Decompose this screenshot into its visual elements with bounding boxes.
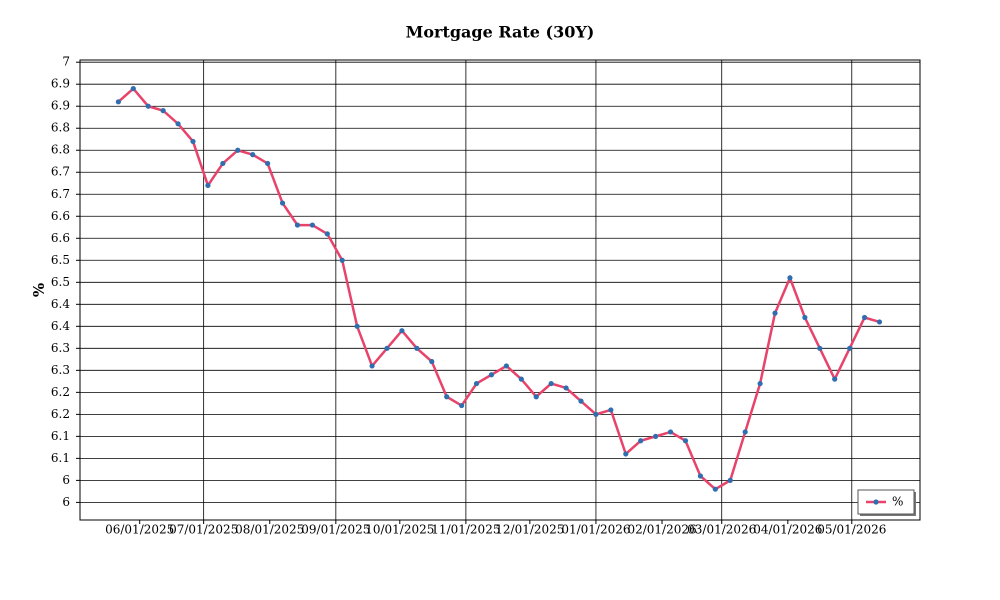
data-point	[160, 108, 166, 114]
data-point	[608, 407, 614, 413]
data-point	[578, 398, 584, 404]
data-point	[563, 385, 569, 391]
data-point	[235, 147, 241, 153]
legend: %	[857, 489, 916, 516]
y-tick-label: 6.5	[51, 275, 70, 289]
y-tick-label: 6.4	[51, 297, 70, 311]
data-point	[459, 402, 465, 409]
y-tick-label: 6.8	[51, 121, 70, 135]
x-tick-label: 03/01/2026	[687, 523, 756, 537]
x-tick-label: 05/01/2026	[817, 523, 886, 537]
data-point	[802, 314, 808, 321]
x-tick-label: 01/01/2026	[561, 523, 630, 537]
x-tick-label: 06/01/2025	[105, 523, 174, 537]
y-tick-label: 6.6	[51, 209, 70, 223]
data-point	[145, 103, 151, 109]
data-point	[473, 380, 480, 387]
data-point	[115, 99, 121, 105]
data-point	[488, 372, 495, 378]
y-tick-label: 6.2	[51, 385, 70, 399]
x-tick-label: 12/01/2025	[495, 523, 564, 537]
data-point	[727, 477, 733, 483]
data-point	[444, 394, 450, 400]
y-tick-label: 6.6	[51, 231, 70, 245]
legend-label: %	[892, 495, 903, 509]
y-tick-label: 6.3	[51, 363, 70, 377]
data-point	[354, 323, 360, 329]
x-tick-label: 07/01/2025	[169, 523, 238, 537]
data-point	[324, 231, 330, 237]
data-point	[414, 345, 420, 351]
data-point	[429, 358, 435, 365]
data-point	[533, 394, 539, 400]
x-tick-label: 09/01/2025	[301, 523, 370, 537]
data-point	[265, 160, 271, 167]
x-tick-label: 02/01/2026	[627, 523, 696, 537]
data-point	[279, 200, 286, 206]
data-point	[757, 380, 763, 387]
y-tick-label: 7	[62, 55, 70, 69]
x-tick-label: 11/01/2025	[431, 523, 500, 537]
data-point	[175, 121, 181, 127]
y-tick-label: 6.3	[51, 341, 70, 355]
plot-frame	[79, 59, 921, 521]
data-point	[653, 433, 659, 439]
data-point	[638, 438, 644, 444]
data-point	[399, 328, 405, 334]
y-tick-label: 6.9	[51, 77, 70, 91]
y-tick-label: 6.4	[51, 319, 70, 333]
y-tick-label: 6.1	[51, 429, 70, 443]
data-point	[876, 319, 883, 325]
data-point	[832, 376, 838, 382]
data-point	[384, 345, 390, 351]
data-point	[772, 310, 778, 316]
y-tick-label: 6.2	[51, 407, 70, 421]
series-line	[117, 86, 880, 491]
y-tick-label: 6.1	[51, 451, 70, 465]
data-point	[130, 86, 136, 92]
x-tick-label: 08/01/2025	[235, 523, 304, 537]
data-point	[339, 257, 345, 263]
y-tick-label: 6.7	[51, 187, 70, 201]
data-point	[205, 182, 211, 189]
x-tick-label: 04/01/2026	[753, 523, 822, 537]
chart-title: Mortgage Rate (30Y)	[406, 23, 595, 42]
data-point	[294, 222, 301, 228]
y-axis-label: %	[30, 283, 48, 297]
legend-marker	[873, 499, 879, 505]
y-tick-label: 6.7	[51, 165, 70, 179]
y-tick-label: 6	[62, 495, 70, 509]
data-point	[742, 429, 748, 435]
data-point	[712, 486, 718, 492]
data-point	[518, 376, 524, 382]
data-point	[847, 345, 853, 351]
y-tick-label: 6	[62, 473, 70, 487]
data-point	[697, 473, 704, 479]
data-point	[682, 438, 689, 444]
data-point	[593, 411, 599, 417]
data-point	[548, 380, 554, 387]
data-point	[817, 345, 823, 351]
x-tick-label: 10/01/2025	[365, 523, 434, 537]
y-tick-label: 6.9	[51, 99, 70, 113]
data-point	[623, 451, 629, 457]
data-point	[503, 363, 509, 369]
data-point	[190, 138, 196, 145]
data-point	[787, 275, 793, 281]
data-point	[861, 314, 868, 321]
y-tick-label: 6.5	[51, 253, 70, 267]
data-point	[250, 152, 256, 158]
y-tick-label: 6.8	[51, 143, 70, 157]
data-point	[369, 363, 375, 369]
data-point	[220, 160, 226, 167]
data-point	[667, 429, 674, 435]
data-point	[309, 222, 315, 228]
